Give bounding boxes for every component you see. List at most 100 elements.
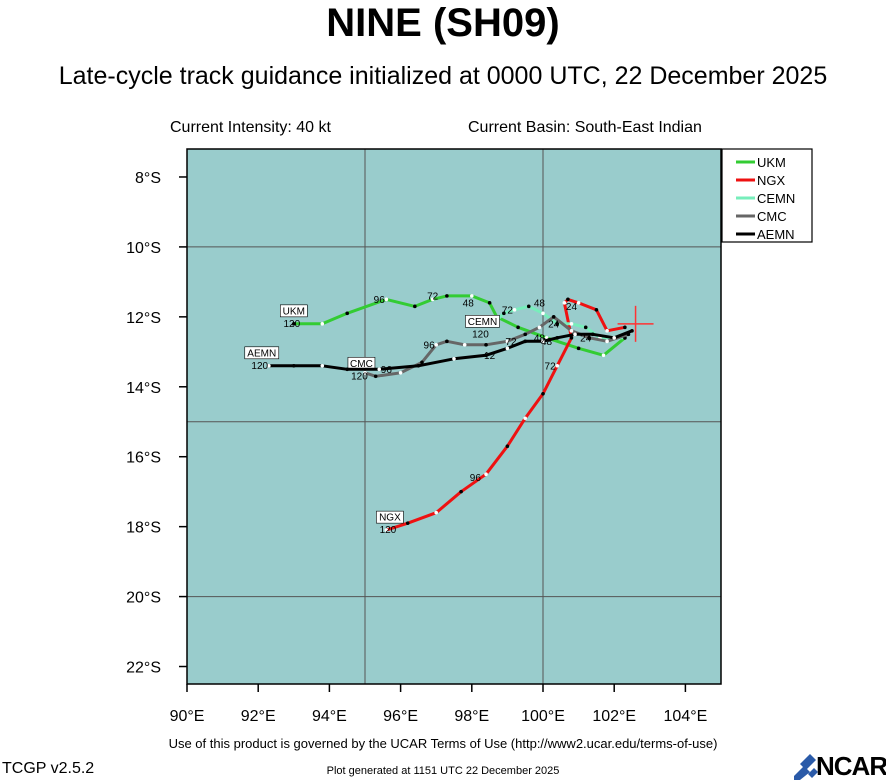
track-point-white [505,339,510,344]
track-point [416,363,421,368]
track-point [583,325,588,330]
track-point-white [605,329,609,333]
track-point [587,336,592,340]
track-point [345,367,350,372]
generated-time: Plot generated at 1151 UTC 22 December 2… [326,765,560,777]
track-point-white [384,528,389,532]
track-line [384,297,627,532]
forecast-hour-label: 12 [484,351,496,362]
forecast-hour-label: 48 [534,333,546,344]
lon-tick-label: 94°E [312,708,347,725]
track-point-white [320,322,325,326]
track-point [551,315,556,319]
model-tag-hour: 120 [283,319,300,330]
map-axes: 90°E 92°E 94°E 96°E 98°E 100°E 102°E 104°E 8°S 10… [126,170,707,725]
forecast-hour-label: 96 [374,295,386,306]
track-point [591,332,595,337]
model-tag: AEMN [247,348,276,359]
model-tag-hour: 120 [251,361,268,372]
track-point-white [377,367,382,372]
lat-tick-label: 12°S [126,310,161,327]
track-point [484,343,488,347]
track-point [502,311,506,316]
forecast-hour-label: 48 [534,298,546,309]
lat-tick-label: 8°S [135,170,161,187]
track-point [413,304,417,309]
lon-tick-label: 90°E [170,708,205,725]
lon-tick-label: 98°E [454,708,489,725]
track-point [505,444,510,449]
track-point-white [562,301,567,305]
current-position-marker [617,305,654,342]
track-point-white [569,329,574,333]
model-tracks: 487296UKM1207296NGX120244872CEMN12024489… [244,291,634,536]
track-point-white [576,301,581,305]
track-point [516,325,520,330]
track-point-white [452,357,456,361]
track-point [484,353,488,358]
map-frame [186,148,722,685]
track-point-white [363,370,367,375]
gridlines [187,149,721,684]
forecast-hour-label: 96 [381,365,393,376]
forecast-hour-label: 72 [505,337,517,348]
lat-tick-label: 22°S [126,660,161,677]
track-point-white [541,311,545,316]
track-point [445,294,449,298]
track-point [566,297,570,302]
track-point [623,325,627,330]
track-point [526,304,531,309]
track-point [576,346,581,351]
track-point [292,363,296,368]
track-point-white [537,325,542,330]
track-point [345,311,350,316]
track-point-white [398,370,403,375]
ncar-logo-text: NCAR [816,751,886,781]
model-tag-hour: 120 [351,371,368,382]
model-tag: CEMN [468,317,497,328]
lat-tick-label: 14°S [126,380,161,397]
lon-tick-label: 92°E [241,708,276,725]
lon-tick-label: 100°E [521,708,565,725]
track-point [523,332,527,337]
track-point [487,301,492,305]
forecast-hour-label: 96 [470,473,482,484]
track-point-white [470,294,474,298]
track-point [630,329,634,333]
version-label: TCGP v2.5.2 [2,760,95,777]
track-point-white [434,510,439,515]
map-title: NINE (SH09) [326,1,560,45]
forecast-hour-label: 72 [502,305,514,316]
model-tag-box [279,304,308,318]
legend-label: CEMN [757,191,795,206]
current-basin: Current Basin: South-East Indian [468,119,702,136]
legend-label: UKM [757,155,786,170]
track-point-white [384,297,389,302]
track-point [555,322,560,326]
forecast-hour-label: 72 [427,291,439,302]
forecast-hour-label: 24 [566,302,578,313]
model-tag-box [376,510,404,524]
track-point [445,339,449,344]
legend-label: NGX [757,173,786,188]
track-point [594,308,599,312]
track-aemn: 24 48 72 96 12 AEMN 120 [244,329,634,376]
track-point-white [462,343,467,347]
forecast-hour-label: 72 [545,361,557,372]
track-point-white [605,339,609,344]
track-point-white [541,339,545,344]
forecast-hour-label: 96 [424,340,436,351]
track-point-white [505,346,510,351]
model-tag-hour: 120 [472,329,489,340]
map-subtitle: Late-cycle track guidance initialized at… [58,62,828,90]
model-tag: NGX [379,513,401,524]
forecast-hour-label: 24 [548,319,560,330]
legend-label: AEMN [757,227,795,242]
lon-tick-label: 96°E [383,708,418,725]
lat-tick-label: 20°S [126,590,161,607]
lat-tick-label: 16°S [126,450,161,467]
lon-tick-label: 102°E [592,708,636,725]
track-ngx: 72 96 NGX 120 [376,297,627,536]
forecast-hour-label: 48 [541,337,553,348]
